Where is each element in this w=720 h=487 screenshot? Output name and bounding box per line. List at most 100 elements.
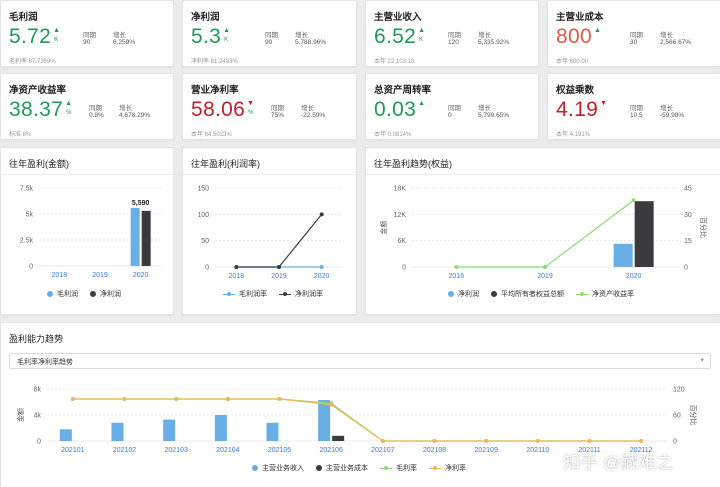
legend-item-revenue[interactable]: 主营业务收入 [252,463,304,473]
chevron-down-icon[interactable]: ▾ [700,357,704,364]
kpi-title: 主营业收入 [374,12,422,23]
legend-label: 毛利率 [396,465,417,472]
kpi-unit: K [224,37,229,43]
kpi-card-net-profit: 净利润 5.3 ▲ K 同期 90 增长 5,788.96% 净利率 81.2493% [182,0,357,67]
legend-label: 净利率 [445,465,466,472]
chart-profitability-trend: 0 4k 8k 0 60 120 金额 百分比 202101 202102 202103 202104… [16,387,698,455]
legend-swatch [252,465,258,471]
arrow-up-icon: ▲ [223,27,231,34]
legend-item-avg-equity[interactable]: 平均所有者权益总额 [491,289,564,299]
kpi-value: 6.52 [374,25,417,48]
legend-label: 毛利润率 [239,291,267,298]
kpi-stat-value: 4,678.29% [119,112,151,119]
legend-item-gross-margin[interactable]: 毛利润率 [223,289,267,299]
kpi-stat-value: 10.5 [630,112,643,119]
x-tick-label: 202109 [474,447,497,454]
x-tick-label: 2016 [449,273,465,280]
kpi-stat-value: -59.98% [660,112,685,119]
x-tick-label: 2018 [229,273,245,280]
x-tick-label: 202108 [423,447,446,454]
data-point [432,439,437,443]
y-tick-label: 150 [197,186,209,193]
kpi-stat-value: -22.59% [301,112,326,119]
y-tick-label: 18K [394,186,407,193]
legend-item-cost[interactable]: 主营业务成本 [316,463,368,473]
watermark: 知乎 @藏难之 [563,453,674,472]
kpi-value: 5.72 [9,25,52,48]
data-point [70,396,75,401]
y-tick-label: 50 [201,238,209,245]
kpi-value: 4.19 [556,98,599,121]
kpi-footer: 本年 4.191% [556,132,591,138]
data-point [380,439,385,443]
x-tick-label: 202112 [630,447,653,454]
data-point [535,439,540,443]
y-tick-label: 8k [34,387,42,394]
arrow-up-icon: ▲ [593,27,601,34]
bar [163,419,176,441]
x-tick-label: 202107 [371,447,394,454]
data-point [122,396,127,401]
panel-profitability-trend: 盈利能力趋势 毛利率净利率趋势 ▾ 0 4k 8k 0 60 120 金额 百分比 202101… [0,322,720,487]
panel-title: 盈利能力趋势 [9,334,64,344]
data-point [543,265,547,269]
chart-legend: 毛利润 净利润 [47,289,121,299]
legend-item-roe[interactable]: 净资产收益率 [576,289,634,299]
legend-item-net-margin[interactable]: 净利润率 [279,289,323,299]
kpi-value: 58.06 [191,98,246,121]
series-line [456,199,635,268]
kpi-stat-label: 同期 [448,105,461,112]
kpi-stat-value: 120 [448,39,459,46]
arrow-down-icon: ▼ [600,100,608,107]
kpi-stat-value: 0 [448,112,452,119]
data-point [587,439,592,443]
legend-item-net-profit[interactable]: 净利润 [90,289,121,299]
kpi-stat-value: 30 [630,39,638,46]
kpi-stat-label: 增长 [113,32,126,39]
bar [130,207,140,266]
panel-yearly-profit-rate: 往年盈利(利润率) 0 50 100 150 2018 2019 2020 毛利润率 净利润… [182,147,357,315]
kpi-footer: 标准 8% [9,132,32,138]
trend-type-select[interactable]: 毛利率净利率趋势 ▾ [9,353,711,369]
legend-swatch [576,291,588,297]
y-tick-label: 0 [205,265,209,272]
y2-axis-label: 百分比 [699,217,708,238]
data-point [225,396,230,401]
chart-legend: 净利润 平均所有者权益总额 净资产收益率 [448,289,634,299]
y2-tick-label: 30 [684,212,692,219]
legend-label: 主营业务成本 [326,465,368,472]
kpi-title: 毛利润 [9,12,38,23]
chart-yearly-profit-equity: 0 6K 12K 18K 0 15 30 45 金额 百分比 2016 2019 2020 [379,186,708,281]
legend-swatch [279,291,291,297]
kpi-stat-label: 增长 [119,105,132,112]
kpi-footer: 本年 800.00 [556,59,589,65]
legend-item-gross-profit[interactable]: 毛利润 [47,289,78,299]
bar [266,422,279,441]
kpi-card-main-revenue: 主营业收入 6.52 ▲ K 同期 120 增长 5,335.92% 本年 22,103.10 [365,0,539,67]
legend-item-net-margin[interactable]: 净利率 [429,463,466,473]
legend-item-gross-margin[interactable]: 毛利率 [380,463,417,473]
divider [366,174,720,175]
data-point [639,439,644,443]
kpi-stat-label: 增长 [301,105,314,112]
data-point [234,265,239,269]
panel-title: 往年盈利(金额) [9,159,69,169]
bar [111,422,124,441]
bar [332,435,345,441]
kpi-title: 净利润 [191,12,220,23]
kpi-title: 主营业成本 [556,12,604,23]
legend-item-net-profit[interactable]: 净利润 [448,289,479,299]
legend-label: 净利润 [458,291,479,298]
y2-tick-label: 120 [673,387,685,394]
kpi-value: 5.3 [191,25,222,48]
kpi-stat-value: 2,566.67% [660,39,692,46]
data-point [277,265,281,269]
kpi-stat-value: 90 [83,39,91,46]
arrow-up-icon: ▲ [418,100,426,107]
chart-legend: 毛利润率 净利润率 [223,289,323,299]
kpi-stat-value: 0.8% [89,112,104,119]
x-tick-label: 202111 [578,447,600,454]
legend-swatch [380,465,392,471]
panel-title: 往年盈利(利润率) [191,159,260,169]
kpi-footer: 本年 0.0814% [374,132,412,138]
